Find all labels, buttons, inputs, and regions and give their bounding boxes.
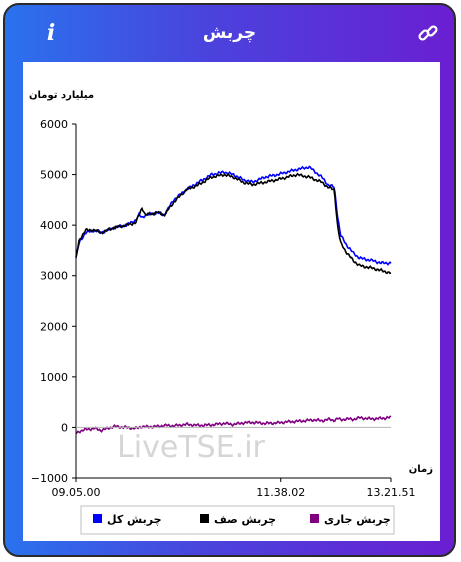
series-line-total	[75, 165, 392, 266]
y-tick-label: 2000	[40, 320, 68, 333]
header-bar: i چربش	[5, 5, 454, 61]
x-tick-label: 09.05.00	[52, 486, 101, 499]
app-frame: i چربش میلیارد تومان زمان LiveTSE.ir −10…	[3, 3, 456, 557]
y-tick-label: 0	[61, 421, 68, 434]
y-axis-label: میلیارد تومان	[29, 90, 94, 101]
series-line-queue	[75, 172, 392, 275]
y-tick-label: 6000	[40, 118, 68, 131]
x-axis-label: زمان	[409, 464, 433, 475]
legend-label: چربش جاری	[324, 513, 391, 526]
y-tick-label: 1000	[40, 371, 68, 384]
chart-legend: چربش کل چربش صف چربش جاری	[80, 505, 395, 535]
y-tick-label: 3000	[40, 270, 68, 283]
y-tick-label: 4000	[40, 219, 68, 232]
page-title: چربش	[202, 23, 257, 43]
fat-chart: میلیارد تومان زمان LiveTSE.ir −1000 0 1000…	[29, 90, 433, 535]
y-tick-label: −1000	[31, 472, 68, 485]
chart-panel: میلیارد تومان زمان LiveTSE.ir −1000 0 1000…	[23, 62, 440, 541]
x-tick-label: 11.38.02	[256, 486, 305, 499]
legend-label: چربش صف	[214, 513, 276, 526]
legend-box	[80, 505, 395, 535]
x-tick-label: 13.21.51	[367, 486, 416, 499]
link-icon[interactable]	[416, 21, 440, 45]
info-icon[interactable]: i	[46, 20, 56, 46]
y-tick-label: 5000	[40, 169, 68, 182]
legend-label: چربش کل	[107, 513, 162, 526]
legend-swatch	[200, 514, 209, 523]
legend-swatch	[310, 514, 319, 523]
legend-swatch	[93, 514, 102, 523]
watermark: LiveTSE.ir	[117, 430, 265, 465]
